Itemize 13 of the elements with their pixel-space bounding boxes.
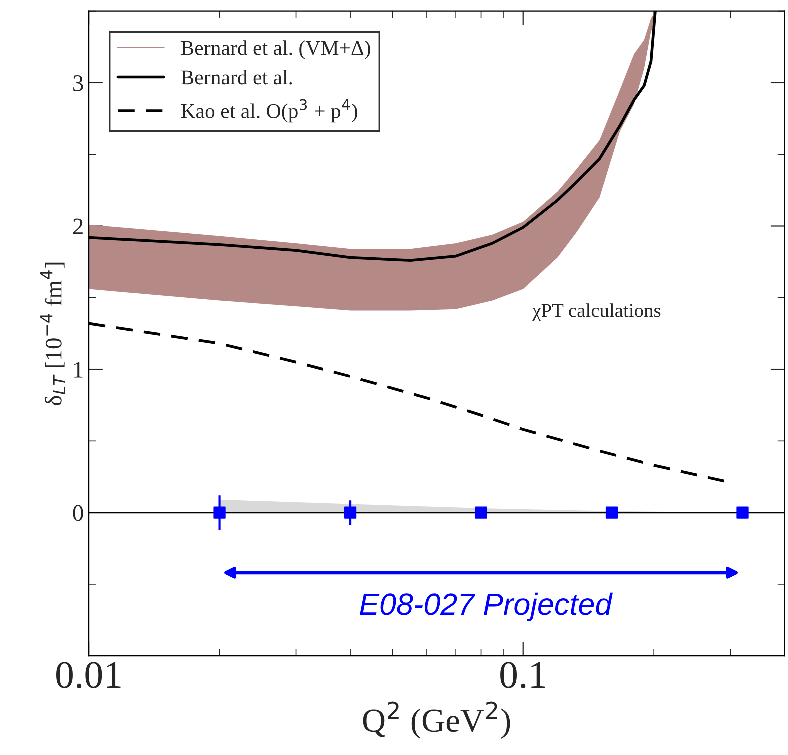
y-tick-label: 3 [74, 76, 84, 92]
x-tick-label: 0.1 [500, 662, 546, 688]
y-tick-label: 2 [73, 218, 83, 234]
legend-label: Bernard et al. [181, 70, 292, 85]
annotation: E08-027 Projected [360, 592, 614, 622]
y-axis-title: δ$_{LT}$ [10$^{−4}$ fm$^{4}$] [40, 262, 66, 406]
annotation: χPT calculations [532, 304, 661, 322]
y-tick-label: 1 [74, 362, 83, 378]
x-axis-title: Q$^{2}$ (GeV$^{2}$) [363, 702, 510, 739]
x-tick-label: 0.01 [56, 662, 121, 688]
legend-label: Kao et al. O(p$^{3}$ + p$^{4}$) [181, 99, 358, 123]
y-tick-label: 0 [73, 505, 84, 522]
legend-label: Bernard et al. (VM+Δ) [181, 40, 370, 60]
